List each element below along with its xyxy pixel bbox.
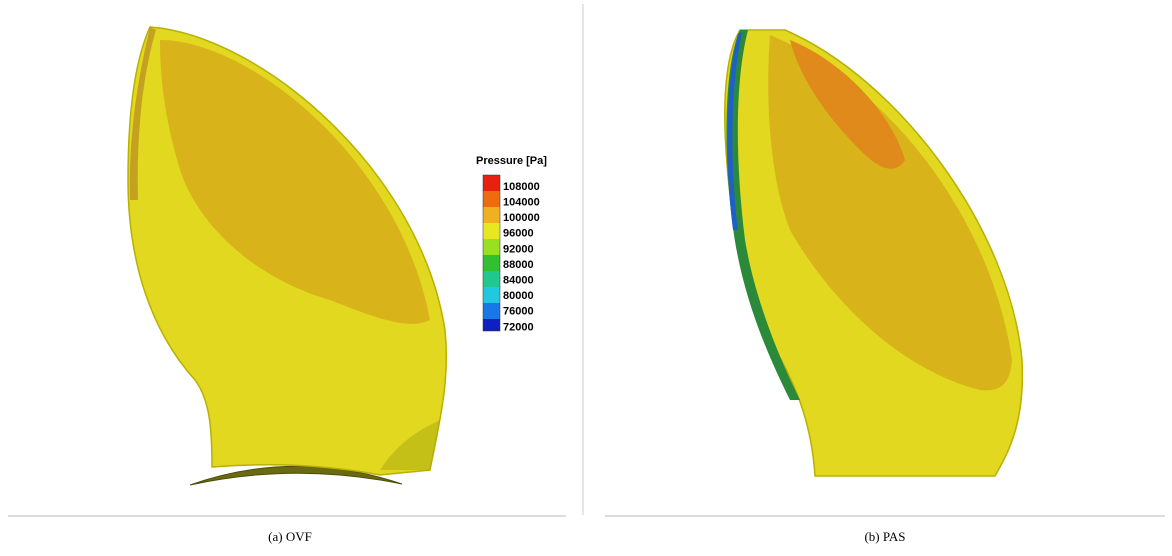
colorbar bbox=[482, 174, 501, 332]
legend-label: 88000 bbox=[503, 259, 534, 271]
legend-label: 84000 bbox=[503, 275, 534, 287]
caption: (a) OVF bbox=[268, 529, 312, 544]
legend-label: 72000 bbox=[503, 321, 534, 333]
legend-label: 96000 bbox=[503, 228, 534, 240]
blade-pas bbox=[724, 29, 1024, 477]
blade-ovf bbox=[127, 26, 448, 486]
legend-label: 80000 bbox=[503, 290, 534, 302]
legend-label: 92000 bbox=[503, 243, 534, 255]
legend-label: 100000 bbox=[503, 212, 540, 224]
legend-label: 108000 bbox=[503, 181, 540, 193]
legend-label: 104000 bbox=[503, 197, 540, 209]
legend-title: Pressure [Pa] bbox=[476, 155, 547, 167]
legend-labels: 108000 104000 100000 96000 92000 88000 84000 80… bbox=[503, 181, 540, 333]
legend-label: 76000 bbox=[503, 306, 534, 318]
caption: (b) PAS bbox=[864, 529, 905, 544]
